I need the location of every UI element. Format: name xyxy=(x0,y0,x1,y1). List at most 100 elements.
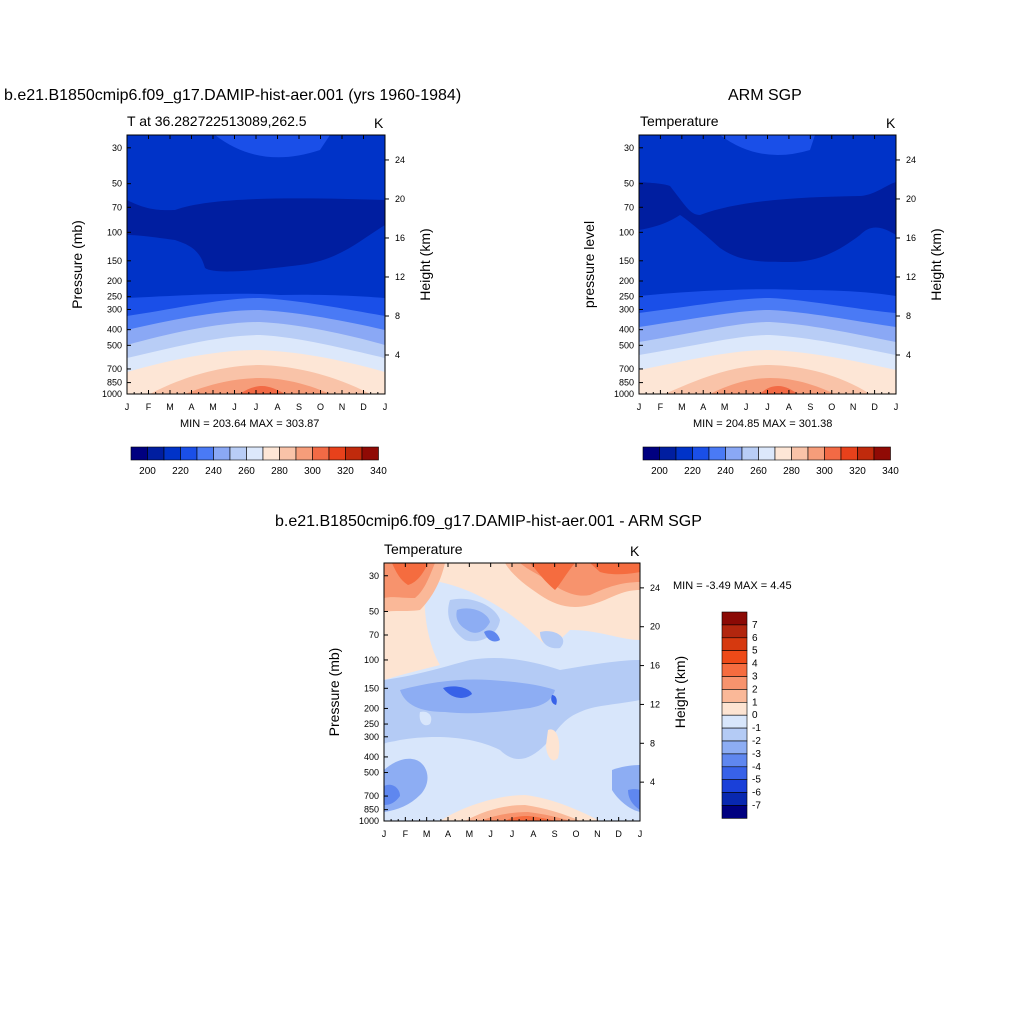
panel2-y-tick-label: 30 xyxy=(624,143,634,153)
panel3-y-tick-label: 500 xyxy=(364,768,379,778)
panel2-y-tick-label: 700 xyxy=(619,364,634,374)
panel3-colorbar-label: -3 xyxy=(752,749,761,760)
panel2-height-tick-label: 24 xyxy=(906,155,916,165)
panel1-ylabel-right: Height (km) xyxy=(417,228,433,300)
panel3-ylabel-right: Height (km) xyxy=(672,656,688,728)
panel1-colorbar-swatch xyxy=(147,446,165,461)
panel1-y-tick-label: 70 xyxy=(112,202,122,212)
panel3-units: K xyxy=(630,543,640,559)
panel3-colorbar-swatch xyxy=(721,663,748,677)
panel3-x-tick-label: O xyxy=(572,829,579,839)
panel2-colorbar-label: 220 xyxy=(684,466,701,477)
panel3-colorbar-label: 1 xyxy=(752,697,758,708)
panel2-colorbar-swatch xyxy=(857,446,875,461)
panel1-colorbar-swatch xyxy=(229,446,247,461)
panel3-ylabel-left: Pressure (mb) xyxy=(326,648,342,737)
panel3-y-tick-label: 150 xyxy=(364,683,379,693)
panel2-colorbar-swatch xyxy=(791,446,809,461)
panel1-y-tick-label: 700 xyxy=(107,364,122,374)
panel3-y-tick-label: 1000 xyxy=(359,816,379,826)
panel1-subtitle: T at 36.282722513089,262.5 xyxy=(127,113,307,129)
panel2-y-tick-label: 150 xyxy=(619,256,634,266)
panel3-colorbar-label: 5 xyxy=(752,646,758,657)
panel3-colorbar-label: -2 xyxy=(752,736,761,747)
panel3-colorbar-label: 0 xyxy=(752,710,758,721)
panel3-colorbar-swatch xyxy=(721,766,748,780)
panel1-x-tick-label: J xyxy=(383,402,388,412)
panel3-subtitle: Temperature xyxy=(384,541,463,557)
panel3-minmax: MIN = -3.49 MAX = 4.45 xyxy=(673,580,792,592)
panel2-height-tick-label: 8 xyxy=(906,311,911,321)
panel1-colorbar-swatch xyxy=(262,446,280,461)
panel1-x-tick-label: J xyxy=(232,402,237,412)
panel1-y-tick-label: 250 xyxy=(107,292,122,302)
panel2-y-tick-label: 70 xyxy=(624,202,634,212)
panel1-y-tick-label: 200 xyxy=(107,276,122,286)
panel2-x-tick-label: J xyxy=(894,402,899,412)
panel2-colorbar-swatch xyxy=(675,446,693,461)
panel1-colorbar-label: 240 xyxy=(205,466,222,477)
panel1-colorbar-swatch xyxy=(361,446,379,461)
panel3-colorbar-swatch xyxy=(721,727,748,742)
panel2-colorbar-swatch xyxy=(741,446,759,461)
panel2-colorbar-swatch xyxy=(774,446,792,461)
panel1-y-tick-label: 30 xyxy=(112,143,122,153)
panel3-y-tick-label: 850 xyxy=(364,805,379,815)
panel3-colorbar-swatch xyxy=(721,753,748,768)
panel1-height-tick-label: 20 xyxy=(395,194,405,204)
panel3-x-tick-label: J xyxy=(382,829,387,839)
panel2-x-tick-label: J xyxy=(744,402,749,412)
panel1-y-tick-label: 500 xyxy=(107,340,122,350)
panel1-colorbar-swatch xyxy=(345,446,363,461)
panel3-height-tick-label: 20 xyxy=(650,622,660,632)
panel2-x-tick-label: S xyxy=(807,402,813,412)
panel2-x-tick-label: O xyxy=(828,402,835,412)
panel3-colorbar-label: -7 xyxy=(752,801,761,812)
panel1-x-tick-label: S xyxy=(296,402,302,412)
panel3-x-tick-label: M xyxy=(466,829,474,839)
panel3-colorbar-swatch xyxy=(721,676,748,690)
panel1-y-tick-label: 1000 xyxy=(102,389,122,399)
panel3-x-tick-label: D xyxy=(615,829,622,839)
panel2-height-tick-label: 20 xyxy=(906,194,916,204)
panel1-colorbar-swatch xyxy=(196,446,214,461)
panel3-x-tick-label: J xyxy=(638,829,643,839)
panel1-colorbar-swatch xyxy=(295,446,313,461)
panel1-height-tick-label: 12 xyxy=(395,272,405,282)
panel2-colorbar-swatch xyxy=(824,446,842,461)
panel3-colorbar-swatch xyxy=(721,701,748,716)
panel1-x-tick-label: D xyxy=(360,402,367,412)
panel3-colorbar-label: 6 xyxy=(752,633,758,644)
panel3-colorbar-label: 7 xyxy=(752,620,758,631)
panel3-height-tick-label: 24 xyxy=(650,583,660,593)
panel1-colorbar-label: 280 xyxy=(271,466,288,477)
panel1-colorbar-swatch xyxy=(130,446,148,461)
panel1-x-tick-label: O xyxy=(317,402,324,412)
panel1-y-tick-label: 400 xyxy=(107,325,122,335)
panel2-subtitle: Temperature xyxy=(640,113,719,129)
panel1-x-tick-label: A xyxy=(188,402,194,412)
panel3-colorbar-label: 3 xyxy=(752,672,758,683)
panel3-height-tick-label: 16 xyxy=(650,661,660,671)
panel2-colorbar-swatch xyxy=(708,446,726,461)
panel3-y-tick-label: 700 xyxy=(364,791,379,801)
panel3-x-tick-label: F xyxy=(403,829,409,839)
panel3-y-tick-label: 50 xyxy=(369,606,379,616)
panel1-minmax: MIN = 203.64 MAX = 303.87 xyxy=(180,418,320,430)
panel2-colorbar-swatch xyxy=(692,446,710,461)
panel3-x-tick-label: J xyxy=(488,829,493,839)
panel1-colorbar-label: 220 xyxy=(172,466,189,477)
panel1-colorbar-swatch xyxy=(279,446,297,461)
panel2-colorbar-label: 300 xyxy=(816,466,833,477)
panel2-height-tick-label: 4 xyxy=(906,350,911,360)
panel2-y-tick-label: 100 xyxy=(619,227,634,237)
panel2-x-tick-label: J xyxy=(637,402,642,412)
panel1-colorbar-label: 340 xyxy=(370,466,387,477)
panel1-y-tick-label: 100 xyxy=(107,227,122,237)
panel2-height-tick-label: 12 xyxy=(906,272,916,282)
panel3-height-tick-label: 4 xyxy=(650,777,655,787)
panel2-colorbar-swatch xyxy=(873,446,891,461)
panel2-colorbar-label: 280 xyxy=(783,466,800,477)
panel3-colorbar-label: 2 xyxy=(752,684,758,695)
